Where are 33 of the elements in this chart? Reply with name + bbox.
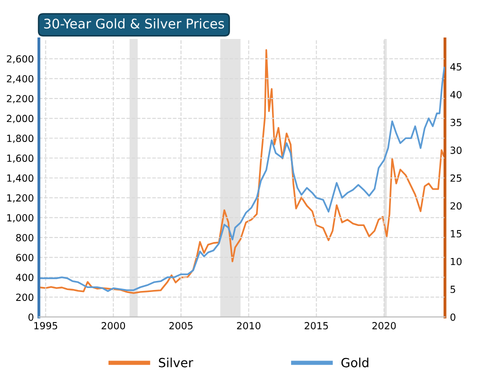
y2-tick-label: 35: [450, 118, 462, 126]
chart-title: 30-Year Gold & Silver Prices: [44, 18, 224, 29]
y-tick-label: 1,000: [7, 214, 34, 222]
y-tick-label: 2,600: [6, 55, 34, 64]
y2-tick-label: 20: [450, 202, 462, 210]
y-tick-label: 0: [28, 313, 34, 321]
y-tick-label: 1,600: [7, 154, 34, 163]
y2-tick-label: 30: [450, 146, 462, 154]
y2-tick-label: 15: [450, 230, 462, 238]
y-tick-label: 2,000: [6, 114, 34, 124]
y-tick-label: 1,400: [7, 174, 34, 183]
y2-tick-label: 40: [450, 90, 462, 98]
y2-tick-label: 10: [450, 258, 462, 266]
y-tick-label: 1,200: [7, 194, 34, 203]
y-tick-label: 600: [16, 254, 34, 262]
y-tick-label: 2,200: [6, 94, 34, 104]
x-tick-label: 2015: [304, 322, 328, 330]
legend-label: Gold: [341, 358, 368, 368]
y2-tick-label: 25: [450, 174, 462, 182]
x-tick-label: 1995: [34, 322, 58, 330]
y-tick-label: 200: [16, 294, 34, 301]
x-tick-label: 2000: [102, 322, 126, 330]
y2-tick-label: 45: [450, 63, 462, 71]
y2-tick-label: 0: [450, 313, 456, 321]
y-tick-label: 400: [16, 274, 34, 282]
x-tick-label: 2020: [372, 322, 396, 330]
y-tick-label: 800: [16, 234, 34, 242]
legend-label: Silver: [158, 358, 194, 368]
y-tick-label: 2,400: [6, 75, 34, 84]
y-tick-label: 1,800: [7, 134, 34, 144]
y2-tick-label: 5: [450, 286, 456, 294]
x-tick-label: 2010: [237, 322, 260, 330]
x-tick-label: 2005: [169, 322, 193, 330]
